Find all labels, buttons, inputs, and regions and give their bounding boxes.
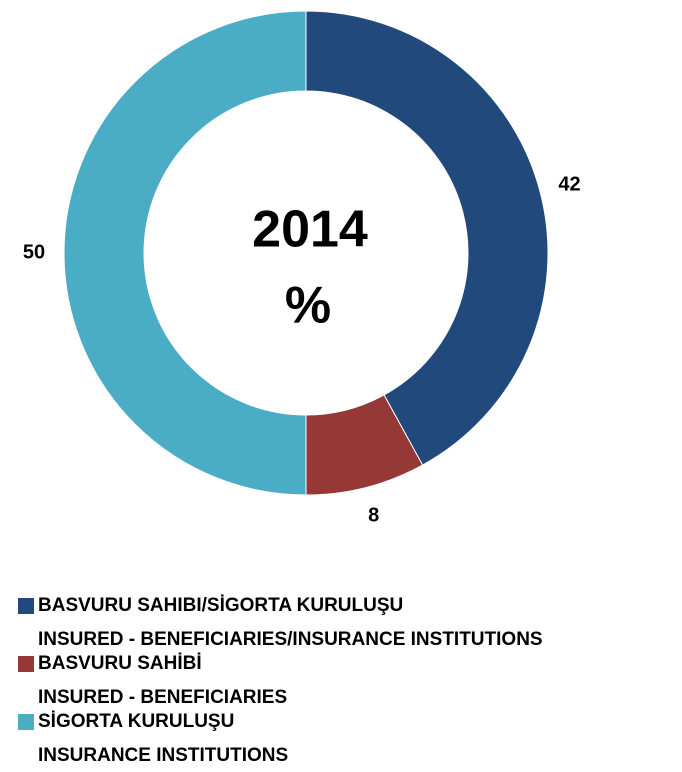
donut-slice	[305, 10, 549, 466]
data-label: 42	[558, 174, 580, 196]
legend-label: BASVURU SAHİBİ	[38, 653, 202, 674]
legend-label: INSURED - BENEFICIARIES/INSURANCE INSTIT…	[38, 629, 543, 650]
chart-title: 2014	[252, 201, 368, 259]
legend-swatch	[18, 714, 34, 730]
data-label: 8	[368, 505, 379, 527]
chart-subtitle: %	[285, 277, 331, 335]
legend-label: BASVURU SAHIBI/SİGORTA KURULUŞU	[38, 595, 403, 616]
legend-swatch	[18, 598, 34, 614]
legend-label: SİGORTA KURULUŞU	[38, 711, 234, 732]
data-label: 50	[23, 241, 45, 263]
legend-label: INSURANCE INSTITUTIONS	[38, 745, 288, 766]
donut-slice	[63, 10, 307, 496]
legend-swatch	[18, 656, 34, 672]
legend-label: INSURED - BENEFICIARIES	[38, 687, 287, 708]
